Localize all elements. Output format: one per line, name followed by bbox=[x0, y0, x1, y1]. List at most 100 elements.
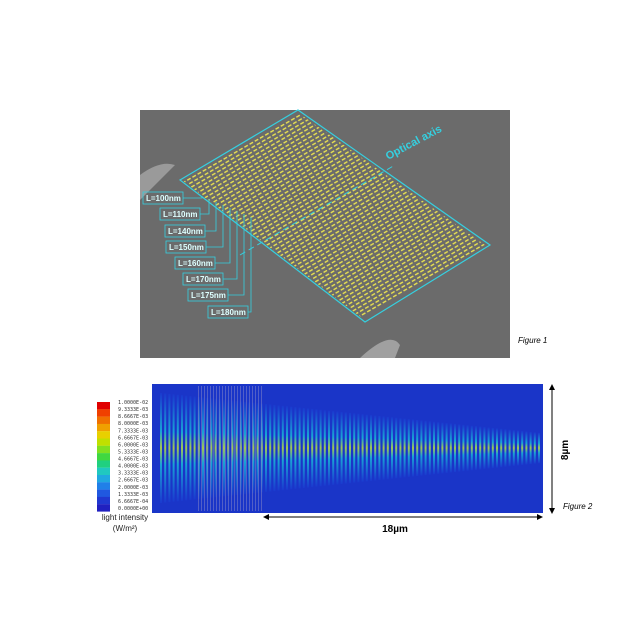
colorbar-label: 9.3333E-03 bbox=[118, 407, 148, 413]
intensity-stripe bbox=[168, 393, 171, 503]
length-label: 18µm bbox=[382, 524, 408, 535]
intensity-stripe bbox=[328, 410, 330, 486]
intensity-stripe bbox=[281, 405, 284, 491]
colorbar-segment bbox=[97, 423, 110, 432]
intensity-stripe bbox=[470, 425, 473, 471]
intensity-stripe bbox=[302, 408, 305, 488]
intensity-stripe bbox=[399, 418, 402, 478]
intensity-stripe bbox=[332, 411, 335, 485]
colorbar-segment bbox=[97, 475, 110, 483]
intensity-stripe bbox=[496, 428, 498, 468]
period-label: L=150nm bbox=[169, 243, 204, 252]
colorbar-label: 8.0000E-03 bbox=[118, 421, 148, 427]
colorbar-segment bbox=[97, 482, 110, 490]
colorbar-label: 0.0000E+00 bbox=[118, 506, 148, 512]
height-label: 8µm bbox=[560, 440, 571, 460]
colorbar-segment bbox=[97, 460, 110, 468]
intensity-stripe bbox=[189, 396, 192, 500]
intensity-stripe bbox=[449, 423, 452, 473]
colorbar-label: 1.0000E-02 bbox=[118, 400, 148, 406]
intensity-stripe bbox=[437, 422, 440, 474]
colorbar-label: 3.3333E-03 bbox=[118, 471, 148, 477]
colorbar-title: light intensity bbox=[102, 513, 148, 522]
colorbar-label: 7.3333E-03 bbox=[118, 428, 148, 434]
colorbar-segment bbox=[97, 504, 110, 512]
colorbar-segment bbox=[97, 489, 110, 497]
intensity-stripe bbox=[319, 409, 322, 487]
intensity-stripe bbox=[395, 417, 398, 479]
intensity-stripe bbox=[454, 423, 456, 473]
intensity-stripe bbox=[483, 427, 486, 469]
colorbar-label: 6.6667E-03 bbox=[118, 435, 148, 441]
intensity-stripe bbox=[420, 420, 423, 476]
colorbar-label: 4.6667E-03 bbox=[118, 457, 148, 463]
intensity-stripe bbox=[529, 431, 532, 465]
intensity-stripe bbox=[433, 421, 435, 475]
intensity-stripe bbox=[357, 413, 360, 483]
intensity-stripe bbox=[365, 414, 368, 482]
intensity-stripe bbox=[538, 432, 540, 464]
intensity-stripe bbox=[286, 406, 288, 490]
colorbar-segment bbox=[97, 431, 110, 439]
leader-line bbox=[228, 214, 245, 296]
period-label: L=140nm bbox=[168, 227, 203, 236]
intensity-stripe bbox=[416, 419, 419, 477]
colorbar-segment bbox=[97, 402, 110, 410]
intensity-stripe bbox=[265, 404, 267, 492]
intensity-stripe bbox=[361, 414, 364, 482]
intensity-stripe bbox=[458, 424, 461, 472]
leader-line bbox=[223, 211, 238, 280]
intensity-stripe bbox=[374, 415, 377, 481]
intensity-stripe bbox=[336, 411, 339, 485]
intensity-stripe bbox=[344, 412, 347, 484]
colorbar-label: 2.0000E-03 bbox=[118, 485, 148, 491]
figure-2: 1.0000E-029.3333E-038.6667E-038.0000E-03… bbox=[97, 384, 593, 535]
intensity-stripe bbox=[353, 413, 356, 483]
colorbar-label: 6.6667E-04 bbox=[118, 499, 148, 505]
intensity-stripe bbox=[521, 431, 524, 465]
period-labels: L=100nm L=110nm L=140nm L=150nm L=160nm L=170… bbox=[142, 191, 252, 319]
intensity-stripe bbox=[382, 416, 385, 480]
colorbar-segment bbox=[97, 467, 110, 476]
intensity-stripe bbox=[269, 404, 272, 492]
intensity-stripe bbox=[403, 418, 406, 478]
intensity-stripe bbox=[487, 427, 490, 469]
colorbar-segment bbox=[97, 416, 110, 424]
colorbar: 1.0000E-029.3333E-038.6667E-038.0000E-03… bbox=[97, 400, 148, 512]
colorbar-segment bbox=[97, 453, 110, 461]
intensity-stripe bbox=[294, 407, 297, 489]
intensity-stripe bbox=[407, 419, 410, 477]
colorbar-label: 4.0000E-03 bbox=[118, 464, 148, 470]
intensity-stripe bbox=[391, 417, 393, 479]
colorbar-label: 2.6667E-03 bbox=[118, 478, 148, 484]
grating-outline bbox=[178, 109, 492, 323]
intensity-stripe bbox=[290, 406, 293, 490]
intensity-stripe bbox=[386, 416, 389, 480]
intensity-stripe bbox=[525, 431, 528, 465]
period-label: L=170nm bbox=[186, 275, 221, 284]
intensity-stripe bbox=[185, 395, 188, 501]
intensity-stripe bbox=[323, 410, 326, 486]
intensity-stripe bbox=[533, 432, 536, 464]
intensity-stripe bbox=[479, 426, 482, 470]
period-label: L=100nm bbox=[146, 194, 181, 203]
leader-line bbox=[183, 196, 203, 199]
period-label: L=160nm bbox=[178, 259, 213, 268]
colorbar-label: 5.3333E-03 bbox=[118, 449, 148, 455]
sem-feature bbox=[140, 163, 175, 200]
intensity-stripe bbox=[466, 425, 469, 471]
intensity-stripe bbox=[273, 404, 276, 492]
colorbar-segment bbox=[97, 438, 110, 446]
colorbar-label: 8.6667E-03 bbox=[118, 414, 148, 420]
intensity-stripe bbox=[508, 429, 511, 467]
intensity-stripe bbox=[340, 412, 343, 484]
intensity-stripe bbox=[349, 412, 351, 484]
figure-caption: Figure 1 bbox=[518, 336, 547, 345]
intensity-stripe bbox=[462, 424, 465, 472]
colorbar-label: 6.0000E-03 bbox=[118, 442, 148, 448]
period-label: L=180nm bbox=[211, 308, 246, 317]
grating bbox=[182, 114, 485, 318]
intensity-stripe bbox=[315, 409, 318, 487]
intensity-stripe bbox=[512, 430, 515, 466]
figure-caption: Figure 2 bbox=[563, 502, 593, 511]
